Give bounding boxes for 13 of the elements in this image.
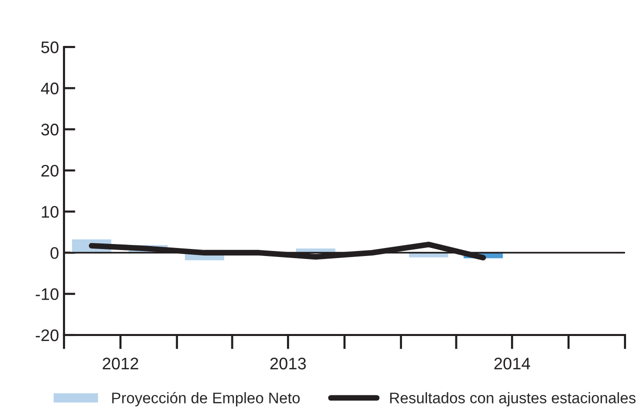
legend-label: Proyección de Empleo Neto <box>112 392 300 406</box>
y-tick-label: -10 <box>36 288 58 300</box>
x-tick-label: 2012 <box>102 358 138 370</box>
y-tick-label: 10 <box>42 206 58 218</box>
x-tick-label: 2013 <box>270 358 306 370</box>
y-tick-label: 50 <box>41 41 58 54</box>
y-tick-label: 0 <box>50 247 58 259</box>
y-tick-label: -20 <box>36 329 58 342</box>
y-tick-label: 30 <box>41 124 58 136</box>
x-tick-label: 2014 <box>494 358 530 370</box>
legend-label: Resultados con ajustes estacionales <box>390 392 636 406</box>
y-tick-label: 20 <box>41 164 58 177</box>
y-tick-label: 40 <box>40 82 58 94</box>
